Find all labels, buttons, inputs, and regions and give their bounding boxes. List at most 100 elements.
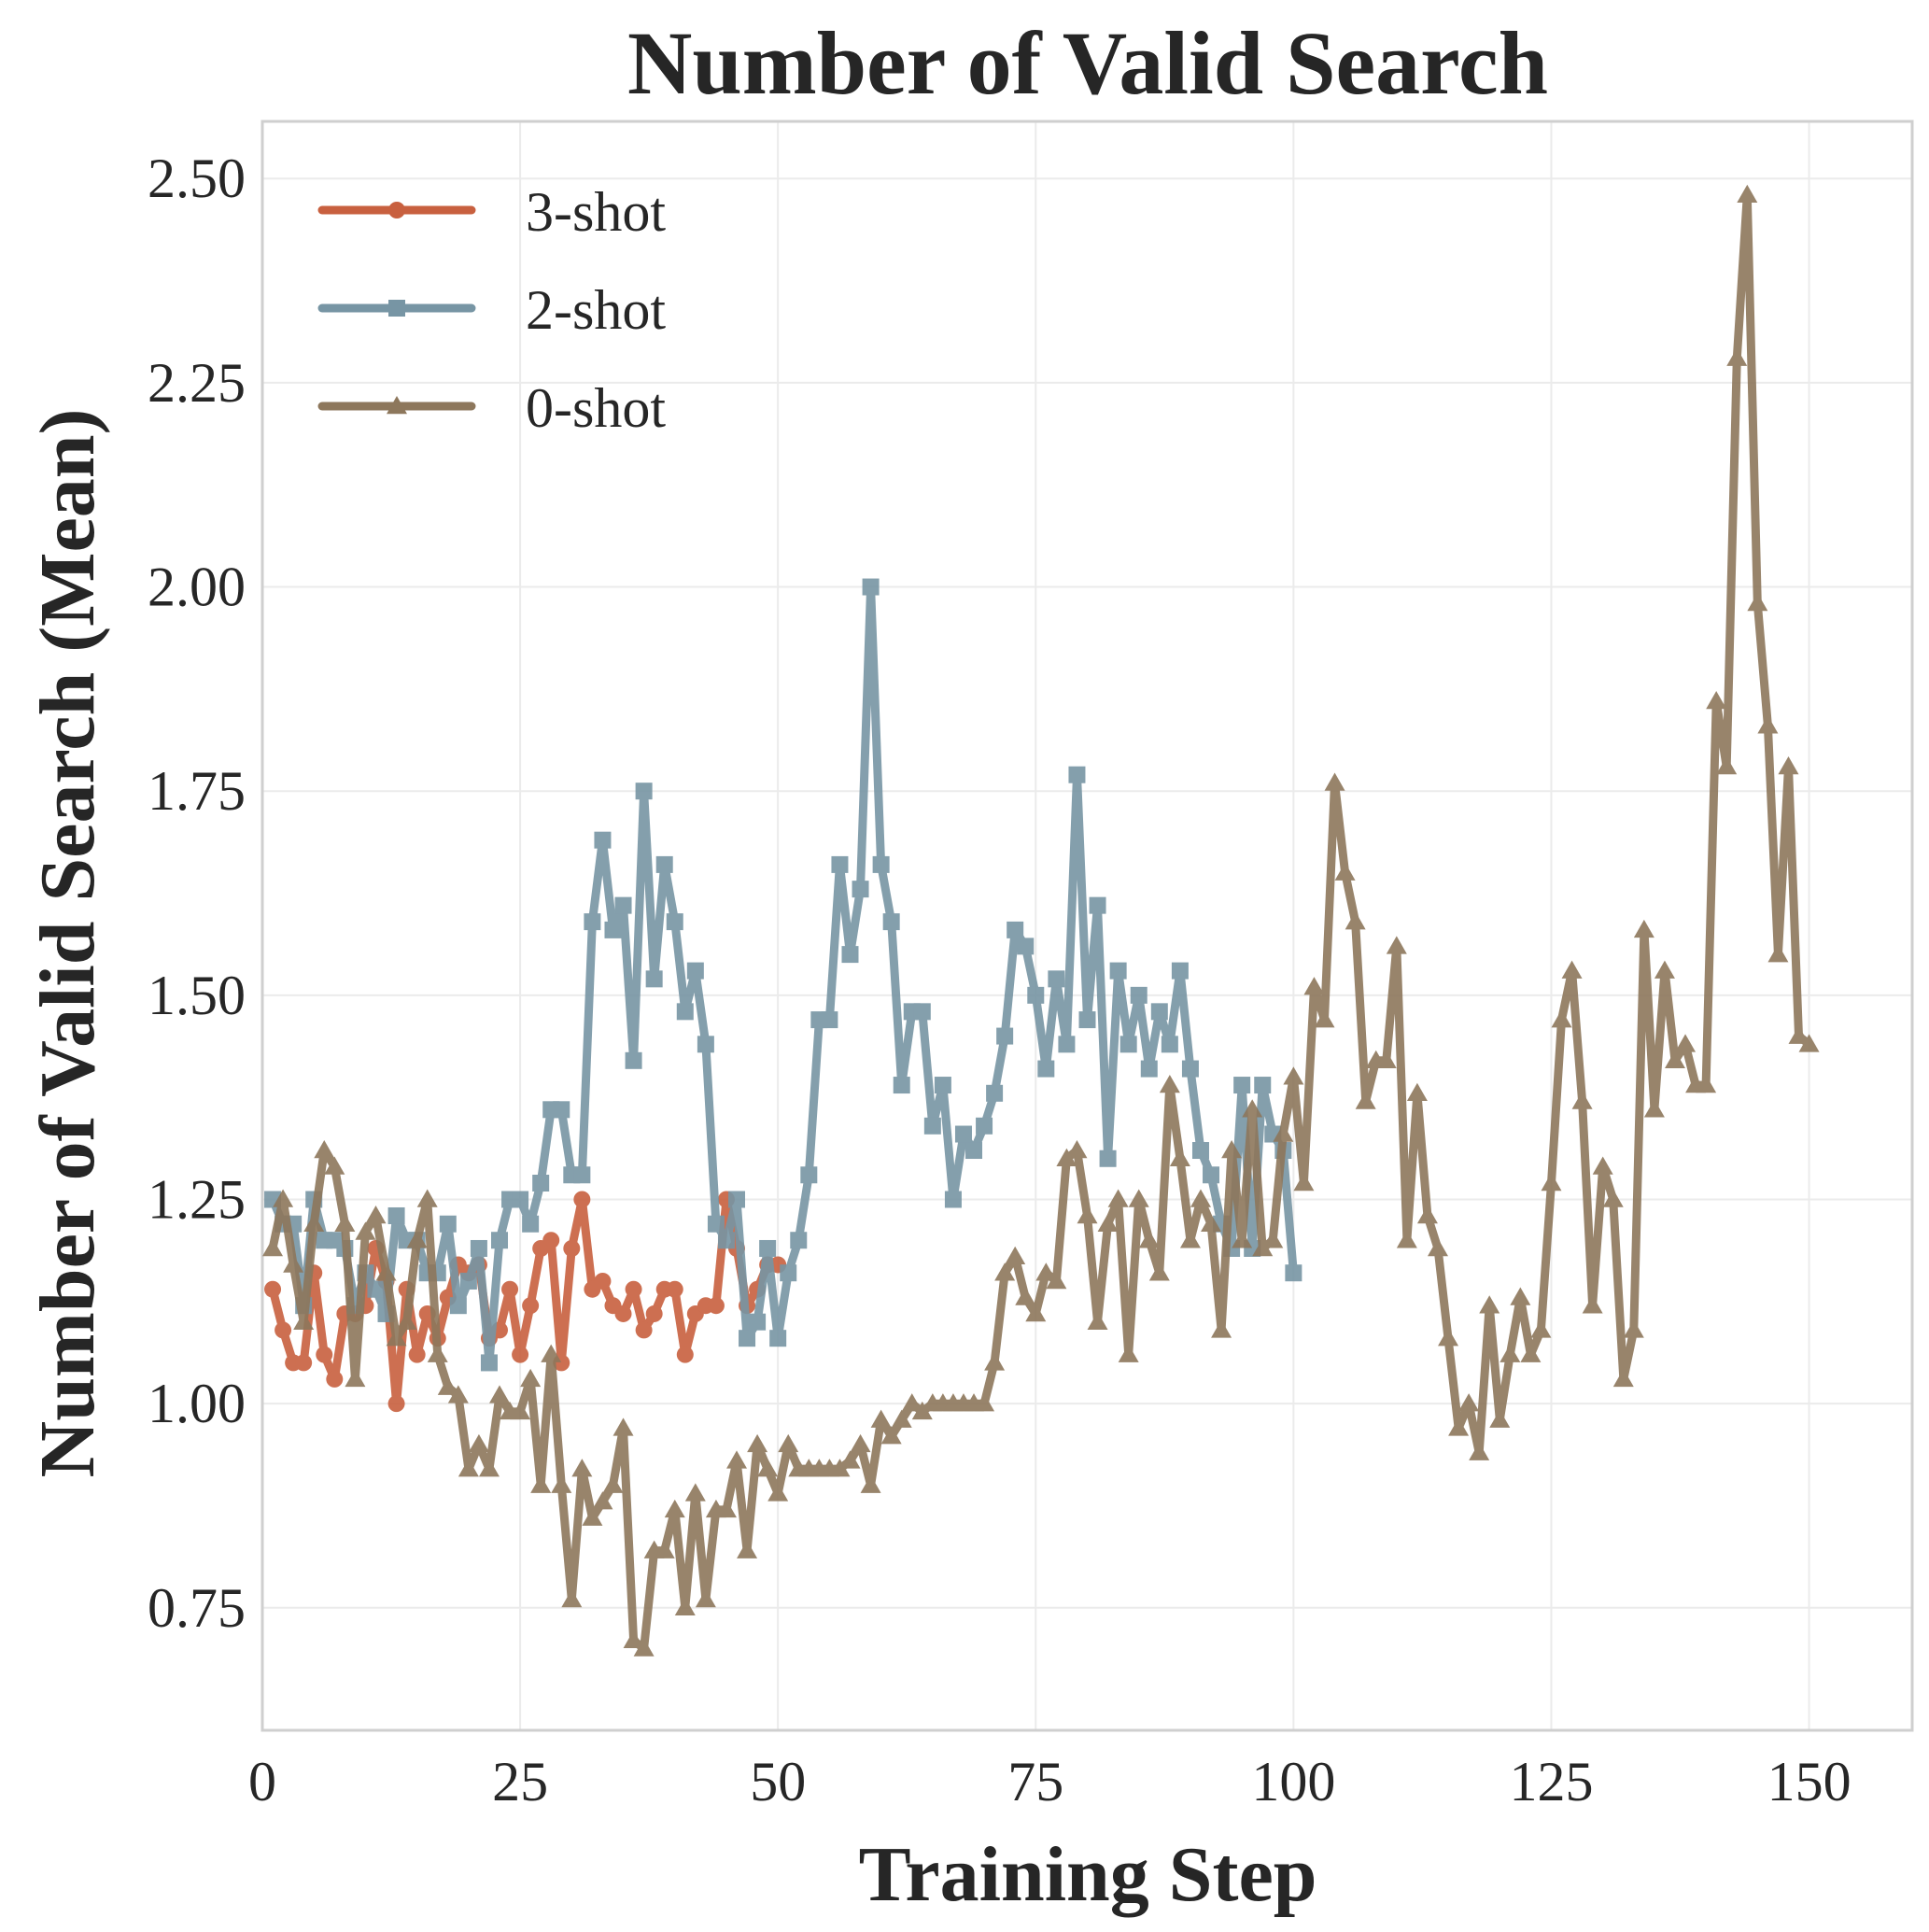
data-point-0-shot — [437, 1376, 458, 1395]
data-point-3-shot — [275, 1321, 292, 1339]
x-axis-label: Training Step — [859, 1831, 1317, 1918]
data-point-2-shot — [1007, 921, 1024, 938]
data-point-2-shot — [1233, 1077, 1251, 1094]
data-point-2-shot — [1037, 1060, 1055, 1078]
data-point-0-shot — [1242, 1099, 1263, 1118]
data-point-2-shot — [1017, 938, 1035, 955]
data-point-0-shot — [1396, 1230, 1417, 1248]
data-point-0-shot — [1757, 715, 1779, 734]
data-point-0-shot — [1633, 919, 1654, 938]
data-point-0-shot — [1066, 1140, 1088, 1159]
data-point-2-shot — [625, 1051, 642, 1069]
data-point-2-shot — [573, 1166, 591, 1184]
data-point-0-shot — [416, 1189, 438, 1207]
data-point-2-shot — [882, 913, 900, 931]
data-point-0-shot — [747, 1433, 768, 1453]
x-tick-label: 150 — [1767, 1751, 1852, 1812]
data-point-2-shot — [512, 1191, 529, 1208]
data-point-2-shot — [1161, 1036, 1178, 1053]
data-point-3-shot — [594, 1272, 612, 1290]
data-point-0-shot — [1056, 1148, 1077, 1167]
data-point-2-shot — [717, 1232, 735, 1249]
data-point-0-shot — [1438, 1328, 1459, 1347]
chart-title: Number of Valid Search — [627, 13, 1548, 113]
data-point-0-shot — [911, 1401, 933, 1420]
data-point-0-shot — [1448, 1417, 1470, 1436]
data-point-0-shot — [974, 1393, 995, 1412]
data-point-2-shot — [944, 1191, 962, 1208]
data-point-0-shot — [839, 1450, 861, 1469]
data-point-2-shot — [645, 970, 663, 988]
data-point-0-shot — [1788, 1025, 1809, 1044]
data-point-0-shot — [386, 1328, 407, 1347]
data-point-0-shot — [1643, 1099, 1665, 1118]
legend-label: 3-shot — [526, 181, 666, 243]
data-point-2-shot — [852, 881, 869, 898]
data-point-2-shot — [954, 1125, 972, 1143]
data-point-2-shot — [614, 896, 632, 914]
data-point-2-shot — [749, 1313, 767, 1331]
data-point-0-shot — [1128, 1189, 1149, 1207]
data-point-0-shot — [1252, 1237, 1274, 1257]
data-point-0-shot — [674, 1597, 696, 1616]
data-point-2-shot — [831, 855, 849, 873]
data-point-0-shot — [1273, 1123, 1294, 1142]
data-point-0-shot — [1427, 1237, 1448, 1257]
data-point-2-shot — [1140, 1060, 1158, 1078]
data-point-0-shot — [1458, 1393, 1480, 1412]
data-point-0-shot — [612, 1417, 634, 1436]
data-point-0-shot — [1345, 911, 1366, 930]
data-point-0-shot — [1737, 184, 1758, 203]
data-point-3-shot — [666, 1280, 683, 1298]
data-point-2-shot — [522, 1215, 540, 1233]
legend: 3-shot 2-shot 0-shot — [317, 181, 666, 439]
data-point-0-shot — [303, 1213, 325, 1232]
y-tick-label: 1.00 — [148, 1373, 246, 1434]
data-point-2-shot — [996, 1027, 1014, 1045]
data-point-3-shot — [501, 1280, 519, 1298]
data-point-0-shot — [1406, 1082, 1428, 1102]
data-point-3-shot — [707, 1297, 725, 1315]
data-point-2-shot — [584, 913, 601, 931]
data-point-0-shot — [1293, 1173, 1315, 1192]
data-point-3-shot — [387, 1395, 405, 1413]
data-point-0-shot — [355, 1221, 376, 1240]
data-point-0-shot — [737, 1540, 758, 1558]
data-point-0-shot — [1520, 1344, 1542, 1362]
data-point-2-shot — [800, 1166, 818, 1184]
data-point-3-shot — [542, 1232, 560, 1249]
data-point-2-shot — [780, 1264, 797, 1282]
data-point-0-shot — [623, 1629, 644, 1649]
data-point-0-shot — [1510, 1287, 1531, 1305]
data-point-2-shot — [923, 1117, 941, 1135]
data-point-2-shot — [1181, 1060, 1199, 1078]
data-point-2-shot — [1058, 1036, 1076, 1053]
legend-entry-0-shot: 0-shot — [317, 377, 666, 439]
x-tick-label: 50 — [750, 1751, 806, 1812]
data-point-0-shot — [1500, 1344, 1521, 1362]
data-point-2-shot — [872, 855, 890, 873]
data-point-0-shot — [1025, 1303, 1047, 1322]
data-point-0-shot — [1469, 1442, 1490, 1460]
data-point-0-shot — [880, 1426, 902, 1445]
grid — [261, 121, 1912, 1730]
data-point-0-shot — [1190, 1189, 1211, 1207]
data-point-0-shot — [571, 1459, 593, 1477]
data-point-2-shot — [728, 1191, 746, 1208]
data-point-0-shot — [561, 1589, 583, 1608]
y-axis-ticks: 0.75 1.00 1.25 1.50 1.75 2.00 2.25 2.50 — [148, 148, 246, 1639]
data-point-2-shot — [790, 1232, 808, 1249]
legend-marker — [388, 300, 405, 317]
data-point-2-shot — [666, 913, 683, 931]
data-point-0-shot — [778, 1433, 799, 1453]
data-point-0-shot — [1035, 1262, 1057, 1281]
data-point-0-shot — [1612, 1368, 1634, 1388]
data-point-0-shot — [1211, 1319, 1232, 1338]
data-point-0-shot — [1778, 755, 1799, 775]
data-point-0-shot — [1283, 1066, 1304, 1085]
data-point-3-shot — [614, 1304, 632, 1322]
data-point-0-shot — [478, 1459, 500, 1477]
data-point-0-shot — [1077, 1205, 1098, 1224]
data-point-2-shot — [1203, 1166, 1220, 1184]
data-point-2-shot — [986, 1084, 1004, 1102]
